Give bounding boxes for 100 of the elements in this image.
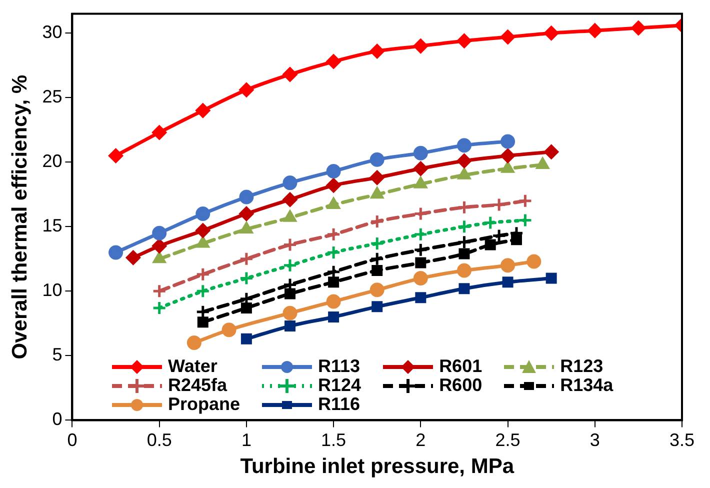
point	[239, 190, 254, 204]
point	[413, 227, 428, 242]
point	[152, 125, 167, 140]
point	[372, 301, 383, 312]
point	[456, 200, 472, 215]
legend-label: R134a	[560, 375, 614, 395]
y-tick-label: 10	[42, 280, 62, 300]
point	[458, 248, 470, 260]
point	[544, 144, 559, 160]
x-tick-label: 3.5	[669, 430, 695, 450]
point	[372, 265, 383, 276]
point	[326, 164, 341, 178]
point	[152, 300, 167, 316]
point	[240, 302, 252, 314]
point	[631, 20, 646, 36]
point	[456, 219, 472, 234]
x-tick-label: 2.5	[495, 430, 520, 450]
y-tick-label: 0	[52, 409, 62, 430]
point	[456, 234, 472, 250]
x-tick-label: 2	[416, 430, 426, 450]
point	[326, 178, 341, 193]
point	[239, 252, 254, 266]
x-tick-label: 1.5	[321, 430, 346, 450]
point	[152, 284, 167, 298]
legend-label: R123	[560, 356, 604, 376]
point	[370, 170, 384, 185]
point	[415, 257, 426, 268]
point	[415, 292, 426, 304]
point	[483, 216, 498, 230]
point	[370, 282, 384, 298]
point	[197, 316, 208, 328]
point	[239, 82, 254, 98]
point	[518, 212, 532, 228]
point	[196, 284, 210, 298]
point	[546, 272, 557, 284]
point	[328, 311, 340, 322]
point	[222, 322, 236, 338]
point	[370, 187, 384, 199]
point	[456, 154, 472, 168]
point	[284, 320, 296, 332]
point	[458, 168, 471, 180]
point	[413, 38, 428, 54]
legend-label: R600	[439, 375, 482, 395]
point	[196, 103, 210, 118]
legend-label: R124	[318, 375, 362, 395]
point	[502, 276, 514, 288]
legend-label: R601	[439, 356, 482, 376]
point	[413, 206, 428, 222]
y-axis-title: Overall thermal efficiency, %	[8, 74, 32, 360]
point	[492, 197, 506, 212]
point	[413, 242, 428, 258]
point	[239, 271, 254, 286]
point	[108, 148, 124, 163]
legend-label: R116	[318, 394, 360, 414]
y-tick-label: 15	[42, 216, 62, 236]
point	[456, 263, 472, 278]
point	[413, 146, 428, 160]
point	[326, 54, 341, 69]
point	[370, 214, 384, 229]
point	[456, 138, 472, 153]
point	[500, 148, 516, 163]
point	[413, 271, 428, 286]
y-tick-label: 25	[42, 86, 62, 107]
point	[518, 194, 532, 208]
point	[152, 252, 166, 264]
x-tick-label: 0	[67, 430, 78, 450]
point	[370, 236, 384, 251]
point	[196, 206, 210, 222]
y-tick-label: 30	[42, 22, 62, 42]
point	[282, 67, 298, 82]
point	[126, 250, 140, 265]
x-tick-label: 0.5	[146, 430, 172, 450]
point	[484, 239, 496, 250]
point	[370, 44, 384, 58]
point	[108, 245, 124, 260]
y-tick-label: 20	[42, 151, 62, 172]
point	[544, 26, 559, 40]
point	[240, 222, 253, 234]
point	[282, 258, 298, 273]
point	[536, 158, 550, 169]
point	[413, 161, 428, 176]
point	[196, 223, 210, 238]
point	[500, 134, 516, 149]
legend-label: Water	[168, 356, 218, 376]
point	[282, 192, 298, 207]
point	[284, 288, 296, 300]
point	[326, 245, 341, 260]
point	[282, 237, 298, 252]
point	[492, 228, 506, 243]
point	[196, 267, 210, 282]
point	[500, 30, 516, 44]
point	[282, 306, 298, 320]
legend-label: R245fa	[168, 375, 228, 395]
point	[370, 252, 384, 266]
point	[328, 276, 340, 288]
point	[239, 206, 254, 222]
point	[500, 258, 516, 273]
point	[326, 227, 341, 242]
point	[370, 152, 384, 167]
point	[326, 294, 341, 309]
